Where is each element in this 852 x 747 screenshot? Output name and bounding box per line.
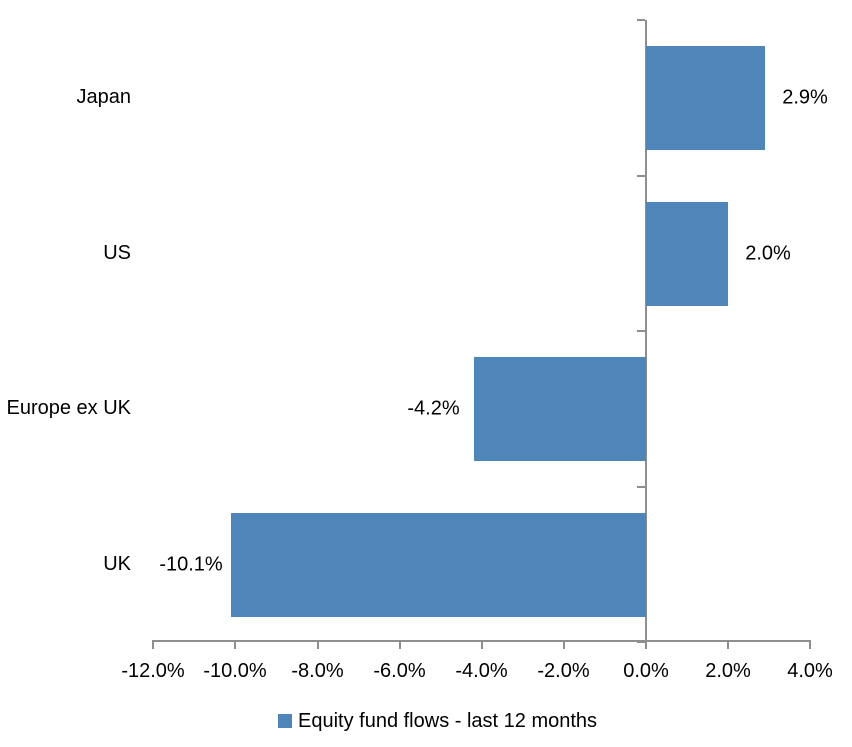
- x-axis-tick: [645, 640, 647, 649]
- legend-marker-swatch: [278, 714, 292, 728]
- x-tick-label--4-0-: -4.0%: [455, 660, 508, 682]
- legend: Equity fund flows - last 12 months: [278, 707, 597, 735]
- x-axis-tick: [727, 640, 729, 649]
- category-label-us: US: [103, 241, 131, 264]
- category-axis-tick: [637, 174, 645, 177]
- x-tick-label-4-0-: 4.0%: [787, 660, 833, 682]
- x-tick-label--10-0-: -10.0%: [203, 660, 267, 682]
- category-axis-tick: [637, 485, 645, 488]
- x-axis-tick: [234, 640, 236, 649]
- x-tick-label--8-0-: -8.0%: [291, 660, 344, 682]
- data-label-us: 2.0%: [745, 242, 791, 264]
- bar-japan: [646, 46, 765, 150]
- bar-uk: [231, 512, 646, 617]
- x-axis-tick: [316, 640, 319, 649]
- x-tick-label-0-0-: 0.0%: [623, 660, 669, 682]
- data-label-japan: 2.9%: [782, 86, 828, 109]
- x-axis-tick: [152, 640, 154, 649]
- x-tick-label--2-0-: -2.0%: [537, 660, 590, 682]
- category-axis-tick: [637, 19, 645, 21]
- category-label-uk: UK: [103, 552, 131, 575]
- x-tick-label-2-0-: 2.0%: [705, 660, 751, 682]
- x-tick-label--12-0-: -12.0%: [121, 660, 185, 682]
- value-axis-line: [645, 20, 647, 642]
- x-axis-tick: [809, 640, 811, 649]
- data-label-uk: -10.1%: [159, 553, 223, 575]
- category-axis-tick: [637, 641, 645, 643]
- category-label-europe-ex-uk: Europe ex UK: [6, 397, 131, 420]
- x-axis-tick: [480, 640, 483, 649]
- bar-us: [646, 201, 728, 306]
- category-label-japan: Japan: [76, 86, 132, 109]
- x-tick-label--6-0-: -6.0%: [373, 660, 426, 682]
- x-axis-tick: [562, 640, 565, 649]
- x-axis-tick: [398, 640, 401, 649]
- bar-europe-ex-uk: [473, 357, 646, 461]
- data-label-europe-ex-uk: -4.2%: [407, 397, 460, 420]
- category-axis-tick: [637, 330, 645, 332]
- legend-label: Equity fund flows - last 12 months: [298, 709, 598, 732]
